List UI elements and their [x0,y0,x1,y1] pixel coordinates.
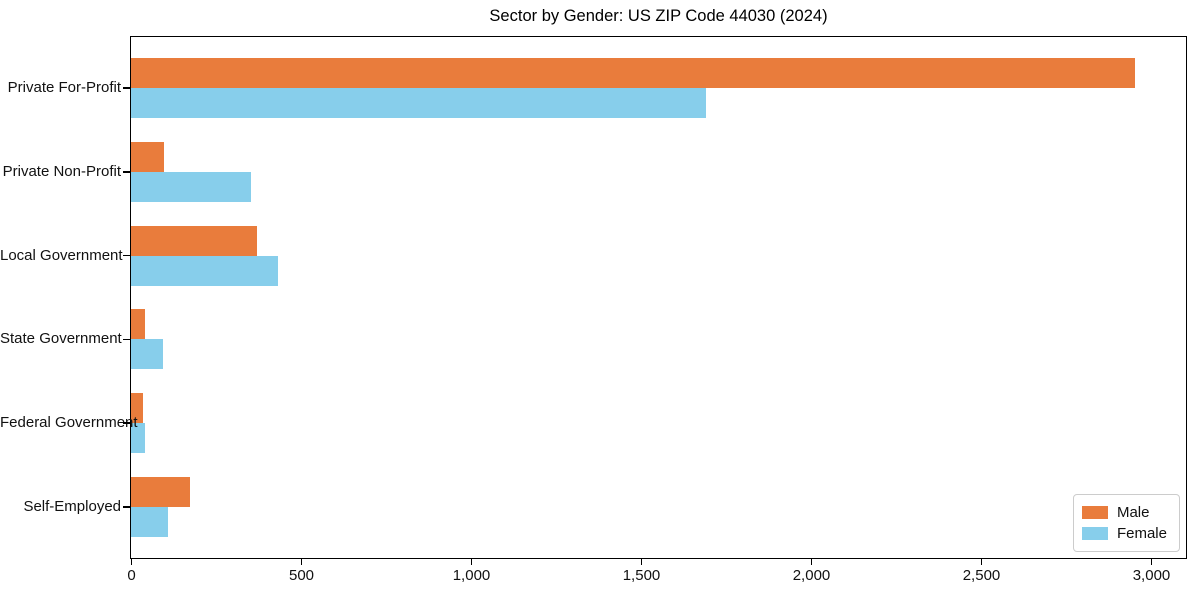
bar-private-non-profit-female [131,171,251,202]
legend-label-male: Male [1116,504,1150,521]
y-tick-label-self-employed: Self-Employed [23,497,121,515]
y-tick-mark [123,171,130,173]
bar-state-government-male [131,309,145,340]
bar-federal-government-male [131,393,143,424]
x-tick-mark [980,559,983,565]
y-tick-mark [123,254,130,257]
bar-self-employed-male [131,477,190,508]
x-tick-label-3-000: 3,000 [1132,567,1171,584]
bar-state-government-female [131,339,163,370]
legend-swatch-female [1081,527,1108,540]
legend-item-female: Female [1081,523,1167,544]
bar-local-government-male [131,225,257,256]
x-tick-label-500: 500 [288,567,315,584]
legend-label-female: Female [1116,525,1167,542]
y-tick-label-state-government: State Government [0,330,122,348]
bar-federal-government-female [131,423,145,454]
x-tick-mark [810,559,813,565]
y-tick-label-private-for-profit: Private For-Profit [7,79,121,97]
y-tick-mark [123,422,130,424]
x-tick-mark [470,559,473,565]
legend: Male Female [1072,494,1180,552]
bar-private-for-profit-female [131,87,707,118]
y-tick-mark [123,506,130,508]
y-tick-label-local-government: Local Government [0,246,123,264]
y-tick-label-federal-government: Federal Government [0,414,138,432]
y-tick-label-private-non-profit: Private Non-Profit [2,162,121,180]
chart-title: Sector by Gender: US ZIP Code 44030 (202… [489,7,828,25]
x-tick-label-0: 0 [127,567,136,584]
x-tick-mark [300,559,303,565]
x-tick-label-1-500: 1,500 [622,567,661,584]
bar-private-non-profit-male [131,141,164,172]
x-tick-label-2-500: 2,500 [962,567,1001,584]
bar-private-for-profit-male [131,57,1135,88]
bar-local-government-female [131,255,279,286]
y-tick-mark [123,338,130,341]
x-tick-label-1-000: 1,000 [452,567,491,584]
bar-self-employed-female [131,507,168,538]
legend-item-male: Male [1081,502,1167,523]
legend-swatch-male [1081,506,1108,519]
plot-area: Male Female [130,36,1187,559]
x-tick-mark [1150,559,1153,565]
x-tick-mark [130,559,133,565]
x-tick-mark [640,559,643,565]
y-tick-mark [123,87,130,89]
x-tick-label-2-000: 2,000 [792,567,831,584]
